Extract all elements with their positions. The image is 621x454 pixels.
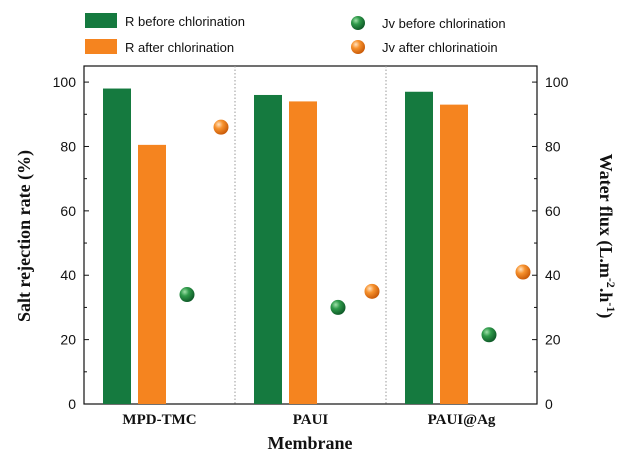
right-tick-label: 100 bbox=[545, 74, 569, 90]
left-tick-label: 20 bbox=[60, 332, 76, 348]
bar-r-after-paui bbox=[289, 101, 317, 405]
left-tick-label: 100 bbox=[53, 74, 77, 90]
point-jv-after-paui-ag bbox=[515, 264, 531, 280]
bar-r-after-mpd-tmc bbox=[138, 144, 166, 404]
point-jv-before-paui-ag bbox=[481, 327, 497, 343]
category-label: MPD-TMC bbox=[122, 412, 196, 428]
point-jv-before-mpd-tmc bbox=[179, 287, 195, 303]
point-jv-before-paui bbox=[330, 299, 346, 315]
category-label: PAUI bbox=[293, 412, 329, 428]
right-tick-label: 0 bbox=[545, 396, 553, 412]
right-axis-title: Water flux (L.m-2.h-1) bbox=[595, 154, 618, 319]
legend-label-r-before: R before chlorination bbox=[125, 14, 245, 29]
bar-r-before-paui bbox=[254, 94, 282, 404]
bar-r-before-paui-ag bbox=[405, 91, 433, 404]
left-tick-label: 40 bbox=[60, 267, 76, 283]
category-label: PAUI@Ag bbox=[428, 412, 496, 428]
left-axis-title: Salt rejection rate (%) bbox=[14, 150, 35, 322]
category-separators bbox=[234, 66, 387, 404]
legend-marker-jv-after bbox=[351, 40, 365, 54]
right-tick-label: 80 bbox=[545, 138, 561, 154]
left-axis-ticks: 0 20 40 60 80 100 bbox=[53, 74, 89, 412]
legend-label-r-after: R after chlorination bbox=[125, 40, 234, 55]
category-labels: MPD-TMC PAUI PAUI@Ag bbox=[122, 412, 495, 428]
right-axis-ticks: 0 20 40 60 80 100 bbox=[532, 74, 569, 412]
bars bbox=[103, 88, 468, 405]
bar-r-before-mpd-tmc bbox=[103, 88, 131, 405]
x-axis-title: Membrane bbox=[268, 433, 353, 453]
legend-marker-jv-before bbox=[351, 16, 365, 30]
legend-swatch-r-after bbox=[85, 39, 117, 54]
legend-label-jv-before: Jv before chlorination bbox=[382, 16, 506, 31]
point-jv-after-paui bbox=[364, 283, 380, 299]
legend-label-jv-after: Jv after chlorinatioin bbox=[382, 40, 498, 55]
legend-swatch-r-before bbox=[85, 13, 117, 28]
point-jv-after-mpd-tmc bbox=[213, 119, 229, 135]
right-tick-label: 20 bbox=[545, 332, 561, 348]
right-tick-label: 40 bbox=[545, 267, 561, 283]
scatter-points bbox=[179, 119, 531, 343]
left-tick-label: 0 bbox=[68, 396, 76, 412]
right-tick-label: 60 bbox=[545, 203, 561, 219]
left-tick-label: 80 bbox=[60, 138, 76, 154]
left-tick-label: 60 bbox=[60, 203, 76, 219]
legend: R before chlorination R after chlorinati… bbox=[85, 13, 506, 55]
bar-r-after-paui-ag bbox=[440, 104, 468, 404]
